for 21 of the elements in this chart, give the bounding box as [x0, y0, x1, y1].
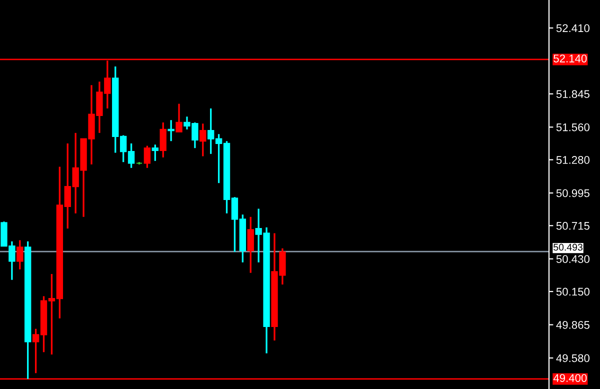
- candlestick: [200, 122, 206, 158]
- y-tick-label: 49.580: [556, 354, 590, 362]
- candlestick: [16, 239, 24, 270]
- y-tick-label: 50.995: [556, 189, 590, 198]
- candlestick: [144, 144, 151, 169]
- ref-line-label: 52.140: [554, 54, 587, 62]
- ref-line-label: 49.400: [553, 374, 587, 382]
- candlestick: [247, 216, 254, 274]
- y-tick-label: 50.150: [556, 288, 590, 296]
- y-tick-label: 51.845: [556, 90, 590, 98]
- y-tick-label: 50.715: [556, 222, 590, 230]
- y-tick-label: 51.280: [556, 156, 590, 164]
- ref-line-label: 50.493: [554, 244, 582, 251]
- y-tick-label: 52.410: [556, 24, 590, 32]
- y-tick-label: 51.560: [556, 123, 590, 132]
- y-tick-label: 49.865: [556, 321, 590, 329]
- candlestick: [152, 144, 158, 162]
- y-tick-label: 50.430: [556, 255, 590, 263]
- candlestick: [168, 119, 174, 142]
- candlestick: [176, 102, 182, 133]
- candlestick: [160, 122, 166, 158]
